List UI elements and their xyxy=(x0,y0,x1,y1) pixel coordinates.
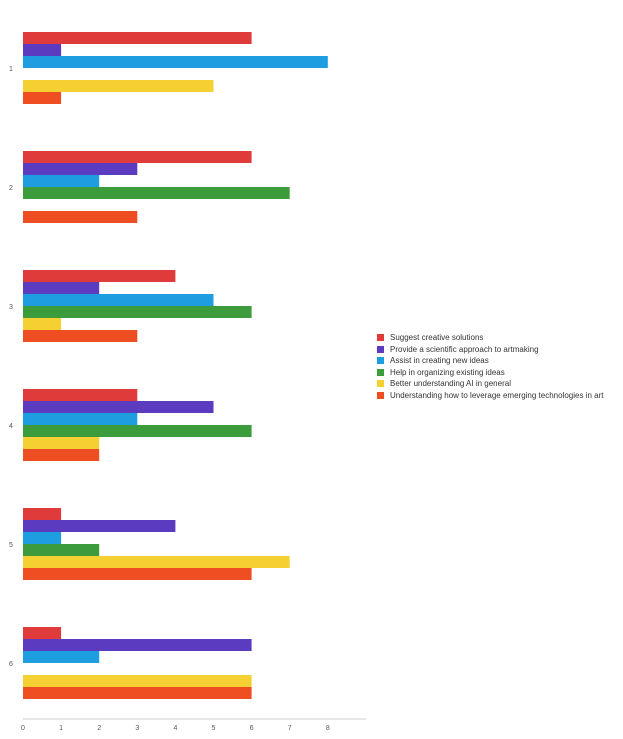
bar-5-cat-4 xyxy=(23,437,100,449)
bar-2-cat-3 xyxy=(23,282,100,294)
bar-4-cat-5 xyxy=(23,544,100,556)
legend-item: Suggest creative solutions xyxy=(377,332,603,344)
bar-2-cat-1 xyxy=(23,44,62,56)
bar-1-cat-4 xyxy=(23,389,138,401)
bar-5-cat-1 xyxy=(23,80,214,92)
x-tick-label: 6 xyxy=(250,725,254,732)
category-label: 1 xyxy=(9,66,13,73)
bars-group xyxy=(23,32,328,699)
bar-4-cat-4 xyxy=(23,425,252,437)
bar-2-cat-6 xyxy=(23,639,252,651)
legend-label: Help in organizing existing ideas xyxy=(390,367,505,377)
bar-1-cat-1 xyxy=(23,32,252,44)
legend-swatch xyxy=(377,334,384,342)
legend-item: Understanding how to leverage emerging t… xyxy=(377,390,603,402)
x-tick-label: 8 xyxy=(326,725,330,732)
bar-6-cat-3 xyxy=(23,330,138,342)
legend-item: Better understanding AI in general xyxy=(377,378,603,390)
bar-3-cat-1 xyxy=(23,56,328,68)
bar-2-cat-5 xyxy=(23,520,176,532)
category-label: 4 xyxy=(9,423,13,430)
bar-1-cat-3 xyxy=(23,270,176,282)
category-label: 6 xyxy=(9,661,13,668)
bar-6-cat-5 xyxy=(23,568,252,580)
x-tick-label: 1 xyxy=(59,725,63,732)
legend-label: Provide a scientific approach to artmaki… xyxy=(390,344,539,354)
bar-5-cat-6 xyxy=(23,675,252,687)
bar-6-cat-6 xyxy=(23,687,252,699)
category-label: 2 xyxy=(9,185,13,192)
bar-2-cat-2 xyxy=(23,163,138,175)
bar-5-cat-5 xyxy=(23,556,290,568)
legend-swatch xyxy=(377,357,384,365)
legend-item: Help in organizing existing ideas xyxy=(377,367,603,379)
legend-label: Assist in creating new ideas xyxy=(390,356,489,366)
x-tick-label: 4 xyxy=(173,725,177,732)
bar-3-cat-5 xyxy=(23,532,62,544)
legend-item: Assist in creating new ideas xyxy=(377,355,603,367)
legend-swatch xyxy=(377,368,384,376)
bar-1-cat-6 xyxy=(23,627,62,639)
bar-3-cat-3 xyxy=(23,294,214,306)
legend-label: Better understanding AI in general xyxy=(390,379,511,389)
chart-legend: Suggest creative solutions Provide a scie… xyxy=(377,332,603,401)
bar-6-cat-1 xyxy=(23,92,62,104)
x-tick-label: 0 xyxy=(21,725,25,732)
x-tick-label: 5 xyxy=(212,725,216,732)
x-tick-label: 3 xyxy=(135,725,139,732)
bar-2-cat-4 xyxy=(23,401,214,413)
bar-3-cat-6 xyxy=(23,651,100,663)
legend-item: Provide a scientific approach to artmaki… xyxy=(377,344,603,356)
bar-3-cat-2 xyxy=(23,175,100,187)
category-label: 5 xyxy=(9,542,13,549)
bar-3-cat-4 xyxy=(23,413,138,425)
bar-1-cat-5 xyxy=(23,508,62,520)
bar-6-cat-4 xyxy=(23,449,100,461)
legend-label: Suggest creative solutions xyxy=(390,333,484,343)
x-tick-label: 7 xyxy=(288,725,292,732)
bar-4-cat-2 xyxy=(23,187,290,199)
category-labels: 1 2 3 4 5 6 xyxy=(9,66,13,668)
bar-5-cat-3 xyxy=(23,318,62,330)
x-tick-labels: 0 1 2 3 4 5 6 7 8 xyxy=(21,725,330,732)
bar-4-cat-3 xyxy=(23,306,252,318)
bar-6-cat-2 xyxy=(23,211,138,223)
legend-swatch xyxy=(377,391,384,399)
x-tick-label: 2 xyxy=(97,725,101,732)
bar-1-cat-2 xyxy=(23,151,252,163)
legend-swatch xyxy=(377,345,384,353)
legend-label: Understanding how to leverage emerging t… xyxy=(390,390,604,400)
legend-swatch xyxy=(377,380,384,388)
category-label: 3 xyxy=(9,304,13,311)
